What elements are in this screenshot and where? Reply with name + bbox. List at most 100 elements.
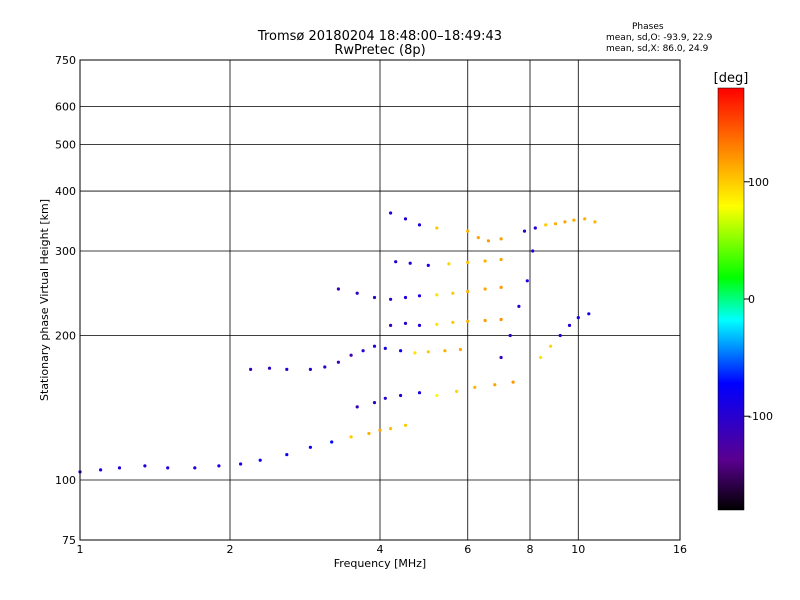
x-tick-label: 8: [527, 543, 534, 556]
stats-o-line: mean, sd,O: -93.9, 22.9: [606, 33, 713, 43]
x-tick-label: 4: [377, 543, 384, 556]
data-point: [413, 351, 417, 355]
data-point: [143, 464, 147, 468]
data-point: [455, 389, 459, 393]
data-point: [249, 367, 253, 371]
y-tick-label: 750: [55, 54, 76, 67]
data-point: [458, 347, 462, 352]
data-point: [587, 312, 591, 316]
data-point: [483, 287, 487, 291]
colorbar-label: [deg]: [714, 71, 749, 86]
data-point: [285, 453, 289, 457]
data-point: [426, 350, 430, 354]
data-point: [308, 445, 312, 449]
data-point: [553, 222, 558, 226]
colorbar-tick-label: 0: [748, 293, 755, 306]
data-point: [451, 320, 455, 324]
data-point: [447, 262, 451, 266]
data-point: [583, 217, 587, 221]
x-axis-label: Frequency [MHz]: [334, 557, 426, 570]
data-point: [563, 220, 567, 224]
y-tick-label: 500: [55, 139, 76, 152]
data-point: [451, 291, 455, 295]
data-point: [394, 260, 398, 264]
data-point: [525, 279, 529, 283]
y-tick-label: 400: [55, 185, 76, 198]
data-point: [399, 349, 403, 353]
data-point: [466, 229, 470, 233]
x-tick-label: 2: [227, 543, 234, 556]
data-point: [285, 367, 289, 371]
data-point: [473, 385, 477, 389]
y-tick-label: 300: [55, 245, 76, 258]
x-tick-label: 6: [464, 543, 471, 556]
data-point: [522, 229, 527, 233]
data-point: [417, 391, 422, 395]
data-point: [117, 466, 122, 470]
data-point: [499, 355, 503, 360]
colorbar-ticks: 100 0 -100: [744, 176, 773, 423]
data-point: [308, 367, 312, 371]
data-point: [499, 317, 503, 322]
data-point: [533, 226, 537, 230]
colorbar-tick-label: 100: [748, 176, 769, 189]
data-point: [267, 366, 272, 370]
data-point: [508, 333, 512, 338]
data-point: [389, 297, 393, 301]
data-point: [258, 458, 262, 462]
data-point: [403, 217, 408, 221]
colorbar-tick-label: -100: [748, 410, 773, 423]
x-tick-labels: 1 2 4 6 8 10 16: [77, 543, 688, 556]
data-point: [355, 291, 359, 295]
data-point: [549, 344, 553, 348]
phases-header: Phases: [632, 22, 664, 32]
grid-lines: [79, 59, 681, 541]
y-axis-label: Stationary phase Virtual Height [km]: [38, 199, 51, 401]
data-point: [466, 289, 470, 294]
data-point: [336, 287, 340, 291]
data-point: [383, 346, 387, 350]
data-point: [539, 355, 543, 360]
data-point: [576, 316, 580, 320]
data-point: [417, 223, 422, 227]
data-point: [389, 323, 393, 327]
data-point: [239, 462, 243, 466]
y-tick-label: 600: [55, 101, 76, 114]
data-point: [544, 223, 548, 227]
data-point: [193, 466, 197, 470]
data-point: [389, 427, 393, 431]
data-point: [593, 220, 597, 224]
data-point: [372, 344, 377, 348]
x-tick-label: 16: [673, 543, 687, 556]
data-point: [483, 318, 487, 323]
data-point: [483, 259, 487, 263]
data-point: [511, 380, 515, 384]
y-tick-labels: 75 100 200 300 400 500 600 750: [55, 54, 76, 547]
data-point: [443, 349, 447, 353]
data-point: [486, 239, 490, 243]
data-point: [476, 236, 480, 240]
data-point: [435, 322, 439, 326]
data-point: [466, 319, 470, 323]
data-point: [408, 261, 412, 265]
chart-subtitle: RwPretec (8p): [334, 43, 426, 58]
data-point: [435, 393, 439, 398]
data-point: [372, 295, 377, 300]
data-point: [531, 249, 535, 253]
data-point: [466, 260, 470, 264]
data-point: [435, 293, 439, 297]
data-points: [78, 211, 597, 474]
data-point: [378, 428, 382, 432]
data-point: [403, 295, 408, 300]
data-point: [493, 383, 497, 387]
data-point: [361, 349, 365, 353]
data-point: [499, 257, 503, 262]
data-point: [166, 466, 170, 470]
data-point: [349, 435, 353, 439]
data-point: [355, 405, 359, 409]
plot-frame: [79, 59, 681, 541]
data-point: [435, 226, 439, 230]
data-point: [367, 431, 371, 436]
data-point: [330, 440, 334, 444]
